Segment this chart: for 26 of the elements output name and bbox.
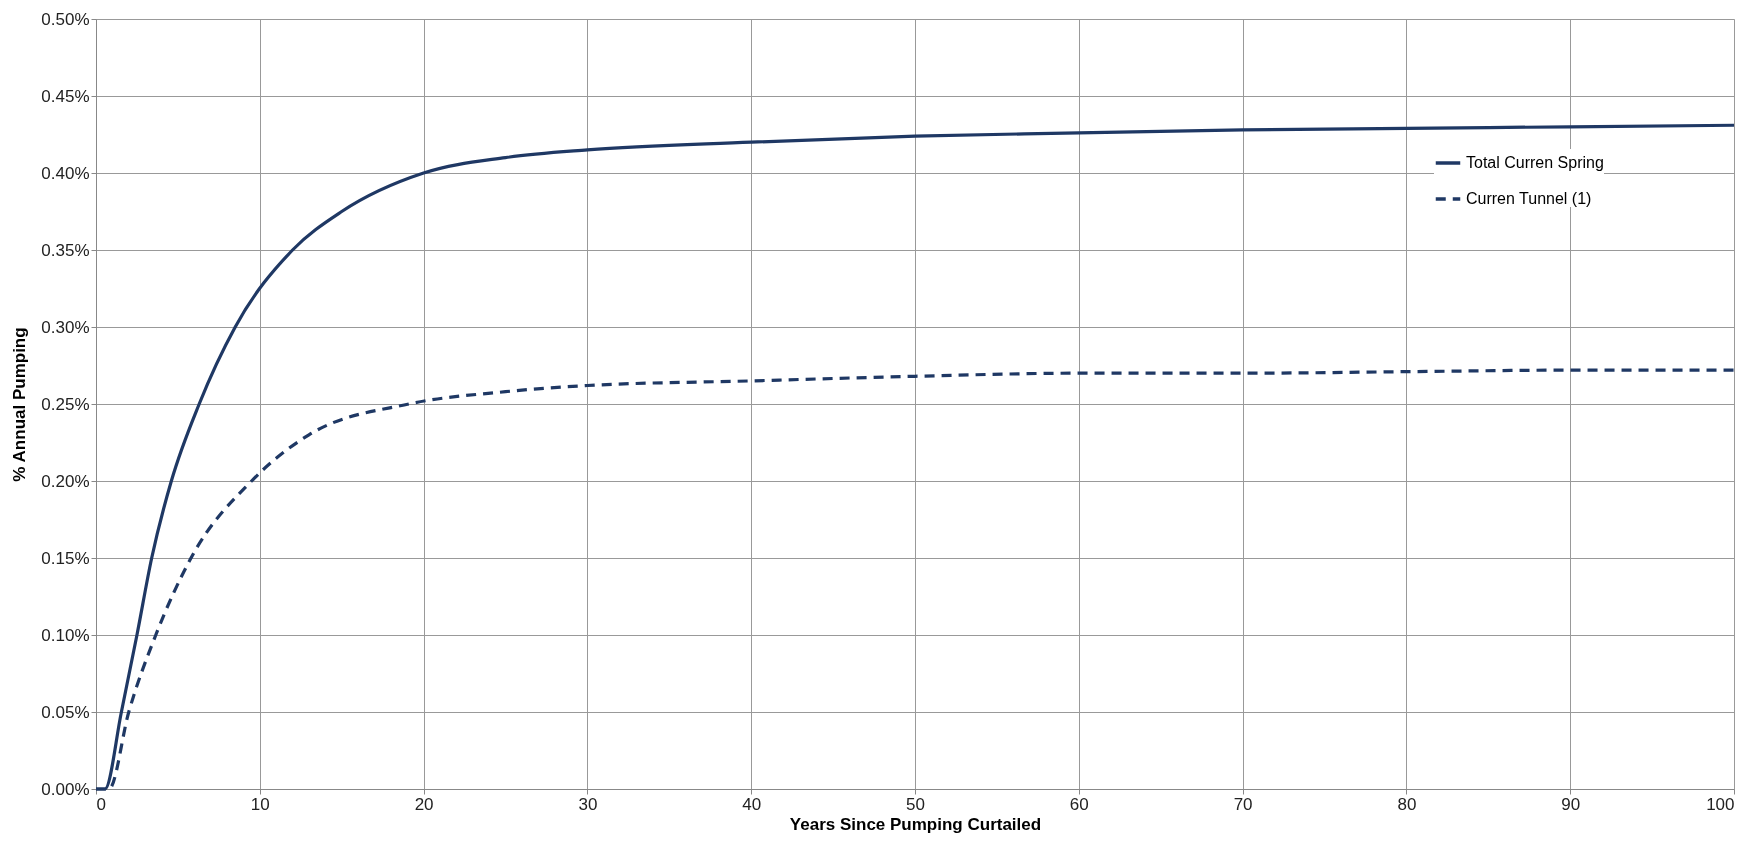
x-tick-label: 50	[906, 794, 925, 814]
y-tick-label: 0.10%	[41, 625, 90, 645]
y-tick-label: 0.25%	[41, 394, 90, 414]
x-tick-label: 60	[1069, 794, 1089, 814]
y-axis-title: % Annual Pumping	[10, 327, 30, 482]
y-tick-label: 0.20%	[41, 471, 90, 491]
x-tick-label: 20	[414, 794, 434, 814]
y-tick-label: 0.40%	[41, 163, 90, 183]
y-tick-label: 0.45%	[41, 86, 90, 106]
y-tick-label: 0.00%	[41, 779, 90, 799]
y-tick-label: 0.35%	[41, 240, 90, 260]
y-tick-label: 0.30%	[41, 317, 90, 337]
legend-label: Total Curren Spring	[1466, 154, 1604, 171]
x-tick-label: 90	[1561, 794, 1581, 814]
x-tick-label: 0	[96, 794, 106, 814]
x-tick-label: 10	[250, 794, 270, 814]
x-tick-label: 80	[1397, 794, 1417, 814]
x-tick-label: 100	[1706, 794, 1735, 814]
x-tick-label: 40	[742, 794, 762, 814]
x-axis-title: Years Since Pumping Curtailed	[789, 814, 1042, 834]
x-tick-label: 70	[1233, 794, 1253, 814]
y-tick-label: 0.15%	[41, 548, 90, 568]
y-tick-label: 0.50%	[41, 9, 90, 29]
y-tick-label: 0.05%	[41, 702, 90, 722]
legend-label: Curren Tunnel (1)	[1466, 190, 1592, 207]
x-tick-label: 30	[578, 794, 598, 814]
